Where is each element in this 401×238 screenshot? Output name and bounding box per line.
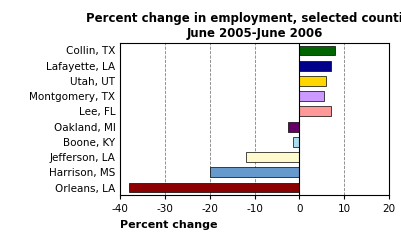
Bar — [246, 152, 300, 162]
Bar — [300, 106, 331, 116]
Bar — [129, 183, 300, 193]
Bar — [293, 137, 300, 147]
Bar — [288, 122, 300, 132]
Bar — [210, 167, 300, 177]
Bar — [300, 76, 326, 86]
X-axis label: Percent change: Percent change — [120, 220, 218, 230]
Title: Percent change in employment, selected counties,
June 2005-June 2006: Percent change in employment, selected c… — [87, 12, 401, 40]
Bar — [300, 61, 331, 71]
Bar — [300, 45, 335, 55]
Bar — [300, 91, 324, 101]
